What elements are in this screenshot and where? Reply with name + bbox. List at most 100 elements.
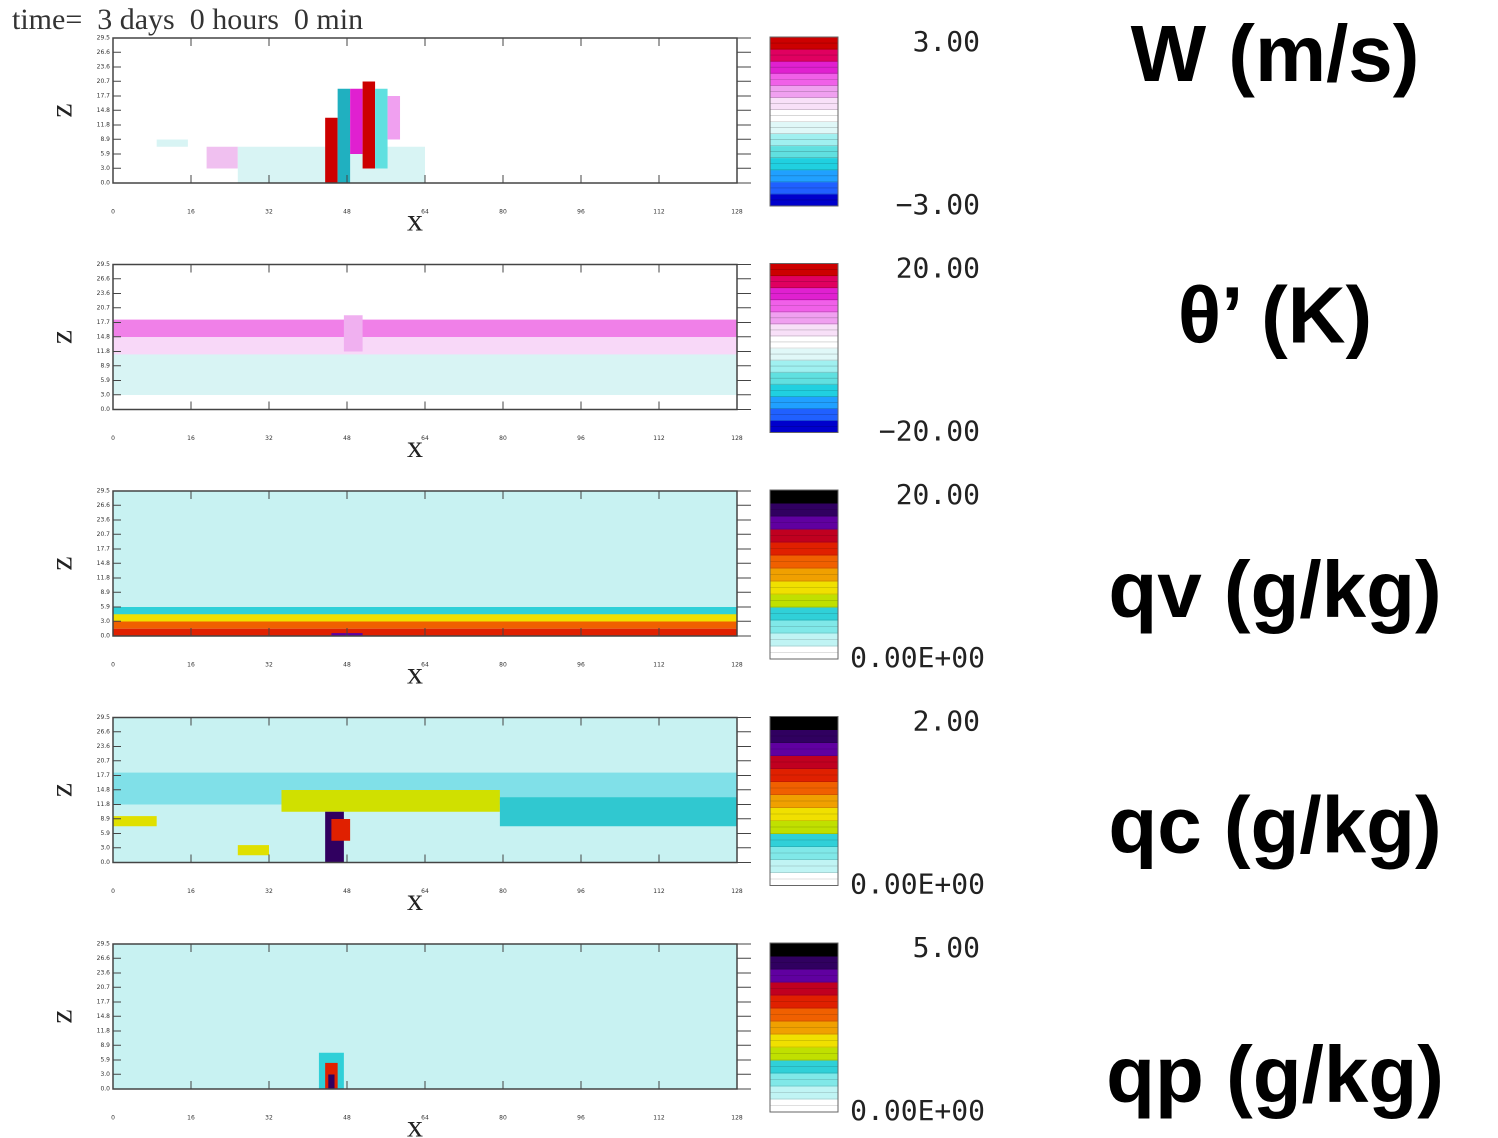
colorbar-band (770, 768, 838, 782)
colorbar-band (770, 555, 838, 569)
y-axis-label: z (42, 103, 78, 117)
x-tick-label: 0 (111, 662, 115, 669)
y-axis-label: z (42, 330, 78, 344)
x-tick-label: 48 (343, 1115, 351, 1122)
colorbar-band (770, 1021, 838, 1035)
colorbar-band (770, 145, 838, 159)
y-tick-label: 29.5 (97, 488, 111, 495)
y-axis-label: z (42, 556, 78, 570)
y-tick-label: 3.0 (100, 391, 110, 398)
colorbar-band (770, 1086, 838, 1100)
y-tick-label: 20.7 (97, 984, 111, 991)
colorbar-label: 0.00E+00 (850, 641, 985, 674)
x-axis-label: x (407, 428, 423, 464)
colorbar-band (770, 833, 838, 847)
field-patch (350, 88, 363, 154)
colorbar-band (770, 169, 838, 183)
field-patch (387, 96, 401, 140)
field-patch (156, 139, 188, 147)
x-tick-label: 64 (421, 435, 429, 442)
field-patch (113, 614, 737, 622)
y-tick-label: 8.9 (100, 362, 110, 369)
x-tick-label: 128 (731, 1115, 743, 1122)
x-tick-label: 0 (111, 888, 115, 895)
colorbar-label: −3.00 (896, 188, 980, 221)
y-tick-label: 20.7 (97, 78, 111, 85)
colorbar-band (770, 1034, 838, 1048)
colorbar-band (770, 956, 838, 970)
x-tick-label: 112 (653, 209, 665, 216)
y-tick-label: 11.8 (97, 1028, 111, 1035)
x-tick-label: 80 (499, 209, 507, 216)
colorbar-band (770, 607, 838, 621)
y-tick-label: 3.0 (100, 618, 110, 625)
y-tick-label: 14.8 (97, 1013, 111, 1020)
x-tick-label: 48 (343, 209, 351, 216)
colorbar-band (770, 157, 838, 171)
x-tick-label: 96 (577, 209, 585, 216)
time-annotation: time= 3 days 0 hours 0 min (12, 3, 363, 36)
colorbar-band (770, 982, 838, 996)
x-tick-label: 128 (731, 888, 743, 895)
x-tick-label: 80 (499, 435, 507, 442)
colorbar-band (770, 529, 838, 543)
colorbar-band (770, 755, 838, 769)
y-tick-label: 26.6 (97, 49, 111, 56)
y-tick-label: 3.0 (100, 844, 110, 851)
x-tick-label: 112 (653, 435, 665, 442)
y-tick-label: 17.7 (97, 93, 111, 100)
colorbar-band (770, 121, 838, 135)
x-axis-label: x (407, 1107, 423, 1138)
field-patch (328, 1074, 335, 1089)
colorbar-band (770, 490, 838, 504)
colorbar-band (770, 287, 838, 301)
y-tick-label: 8.9 (100, 815, 110, 822)
y-tick-label: 0.0 (100, 859, 110, 866)
y-tick-label: 14.8 (97, 786, 111, 793)
y-tick-label: 0.0 (100, 633, 110, 640)
y-tick-label: 20.7 (97, 304, 111, 311)
x-tick-label: 32 (265, 662, 273, 669)
y-tick-label: 0.0 (100, 180, 110, 187)
colorbar-band (770, 1099, 838, 1113)
x-tick-label: 112 (653, 888, 665, 895)
y-tick-label: 29.5 (97, 35, 111, 42)
colorbar-band (770, 943, 838, 957)
colorbar-label: 3.00 (913, 25, 980, 58)
x-tick-label: 80 (499, 662, 507, 669)
colorbar-band (770, 859, 838, 873)
colorbar-band (770, 109, 838, 122)
colorbar-band (770, 646, 838, 660)
colorbar-band (770, 1073, 838, 1087)
colorbar-band (770, 633, 838, 647)
x-tick-label: 16 (187, 662, 195, 669)
y-tick-label: 5.9 (100, 830, 110, 837)
x-tick-label: 16 (187, 435, 195, 442)
x-tick-label: 96 (577, 662, 585, 669)
colorbar-band (770, 503, 838, 517)
colorbar-band (770, 969, 838, 983)
y-tick-label: 23.6 (97, 517, 111, 524)
x-tick-label: 80 (499, 1115, 507, 1122)
colorbar-band (770, 742, 838, 756)
y-tick-label: 14.8 (97, 560, 111, 567)
colorbar-band (770, 716, 838, 730)
field-patch (113, 621, 737, 629)
colorbar-band (770, 73, 838, 86)
y-tick-label: 8.9 (100, 136, 110, 143)
y-tick-label: 29.5 (97, 261, 111, 268)
field-patch (113, 816, 157, 827)
colorbar-band (770, 794, 838, 808)
field-patch (325, 117, 338, 183)
colorbar-band (770, 85, 838, 98)
x-tick-label: 128 (731, 209, 743, 216)
colorbar-band (770, 348, 838, 361)
y-tick-label: 23.6 (97, 290, 111, 297)
colorbar-band (770, 396, 838, 409)
colorbar-band (770, 781, 838, 795)
colorbar-band (770, 372, 838, 385)
y-tick-label: 8.9 (100, 1042, 110, 1049)
colorbar-band (770, 872, 838, 886)
colorbar-label: 20.00 (896, 478, 980, 511)
colorbar-band (770, 581, 838, 595)
